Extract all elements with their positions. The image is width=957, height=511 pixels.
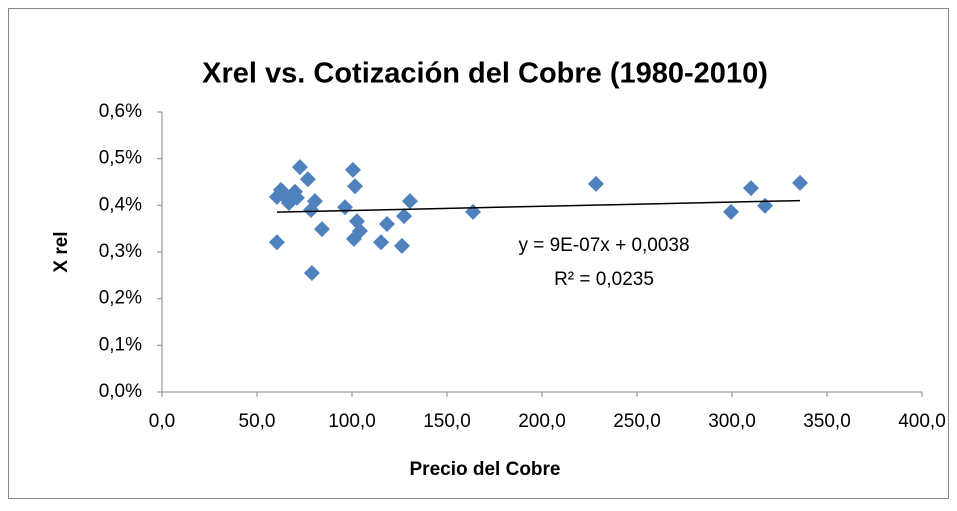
r-squared: R² = 0,0235 [554,269,654,290]
y-axis-title: X rel [51,231,72,272]
x-tick-label: 250,0 [613,411,661,432]
point [306,193,323,210]
y-tick-label: 0,5% [99,148,142,169]
point [303,265,320,281]
y-tick-label: 0,0% [99,381,142,402]
trend-equation: y = 9E-07x + 0,0038 [518,235,689,256]
point [299,171,316,188]
x-tick-label: 400,0 [898,411,946,432]
y-tick-label: 0,3% [99,241,142,262]
point [313,221,330,238]
y-tick-label: 0,2% [99,288,142,309]
point [288,189,305,206]
y-tick-label: 0,4% [99,194,142,215]
point [587,175,604,192]
point [291,159,308,176]
point [344,161,361,178]
trendline [276,199,801,213]
x-tick-label: 50,0 [239,411,276,432]
x-tick-label: 350,0 [803,411,851,432]
point [345,230,362,247]
chart-border [8,8,949,499]
x-axis-title: Precio del Cobre [410,459,561,480]
point [393,237,410,254]
x-tick-label: 150,0 [423,411,471,432]
y-tick-label: 0,1% [99,334,142,355]
point [347,178,364,195]
point [792,174,809,191]
point [378,216,395,232]
point [268,234,285,251]
x-tick-label: 300,0 [708,411,756,432]
point [396,208,413,225]
x-tick-label: 0,0 [149,411,175,432]
point [723,203,740,220]
x-tick-label: 200,0 [518,411,566,432]
x-tick-label: 100,0 [328,411,376,432]
point [401,193,418,210]
point [743,180,759,197]
chart-title: Xrel vs. Cotización del Cobre (1980-2010… [202,58,768,90]
point [373,234,390,251]
y-tick-label: 0,6% [99,101,142,122]
